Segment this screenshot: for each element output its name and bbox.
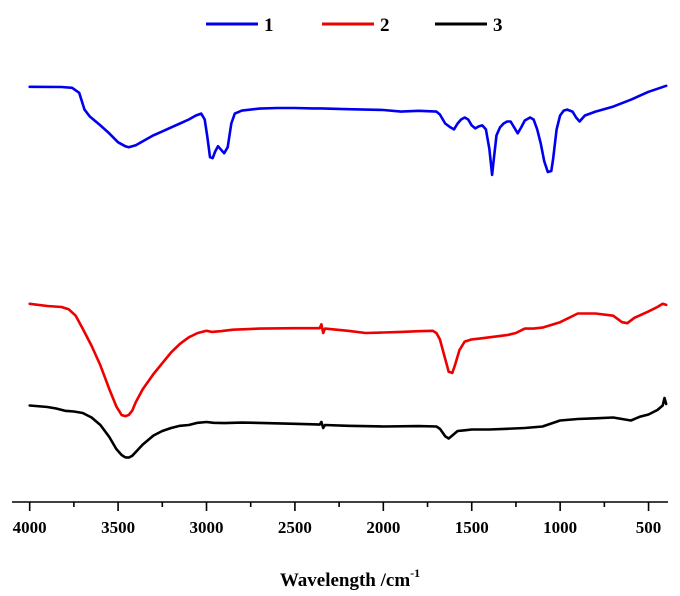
legend: 1 2 3 (206, 15, 503, 36)
x-tick-label: 2000 (366, 518, 400, 537)
x-axis-title-superscript: -1 (410, 566, 420, 580)
legend-label-2: 2 (380, 15, 390, 36)
legend-label-3: 3 (493, 15, 503, 36)
x-tick-label: 500 (636, 518, 662, 537)
x-tick-label: 3000 (190, 518, 224, 537)
series-layer (28, 84, 668, 459)
x-tick-label: 1000 (543, 518, 577, 537)
x-axis: 4000 3500 3000 2500 2000 1500 1000 500 (12, 501, 668, 537)
x-tick-label: 1500 (455, 518, 489, 537)
x-tick-label: 4000 (13, 518, 47, 537)
series-line-2 (28, 302, 668, 418)
legend-label-1: 1 (264, 15, 274, 36)
x-tick-label: 2500 (278, 518, 312, 537)
x-tick-label: 3500 (101, 518, 135, 537)
x-axis-title: Wavelength /cm-1 (280, 566, 420, 591)
series-line-3 (28, 396, 668, 459)
series-line-1 (28, 84, 668, 177)
